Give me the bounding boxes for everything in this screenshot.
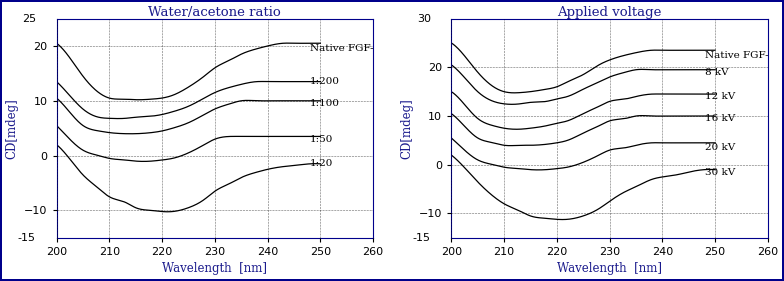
- Title: Applied voltage: Applied voltage: [557, 6, 662, 19]
- Text: 20 kV: 20 kV: [705, 143, 735, 152]
- Text: 1:100: 1:100: [310, 99, 339, 108]
- Text: 30: 30: [417, 13, 430, 24]
- Text: Native FGF-2: Native FGF-2: [705, 51, 775, 60]
- Text: 25: 25: [22, 13, 36, 24]
- Text: 1:20: 1:20: [310, 159, 333, 168]
- Text: -15: -15: [18, 233, 36, 243]
- X-axis label: Wavelength  [nm]: Wavelength [nm]: [557, 262, 662, 275]
- Title: Water/acetone ratio: Water/acetone ratio: [148, 6, 281, 19]
- Text: 1:200: 1:200: [310, 77, 339, 86]
- Text: -15: -15: [412, 233, 430, 243]
- X-axis label: Wavelength  [nm]: Wavelength [nm]: [162, 262, 267, 275]
- Text: Native FGF-2: Native FGF-2: [310, 44, 380, 53]
- Y-axis label: CD[mdeg]: CD[mdeg]: [5, 98, 19, 158]
- Text: 30 kV: 30 kV: [705, 167, 735, 176]
- Text: 1:50: 1:50: [310, 135, 333, 144]
- Text: 8 kV: 8 kV: [705, 68, 728, 77]
- Y-axis label: CD[mdeg]: CD[mdeg]: [401, 98, 413, 158]
- Text: 16 kV: 16 kV: [705, 114, 735, 123]
- Text: 12 kV: 12 kV: [705, 92, 735, 101]
